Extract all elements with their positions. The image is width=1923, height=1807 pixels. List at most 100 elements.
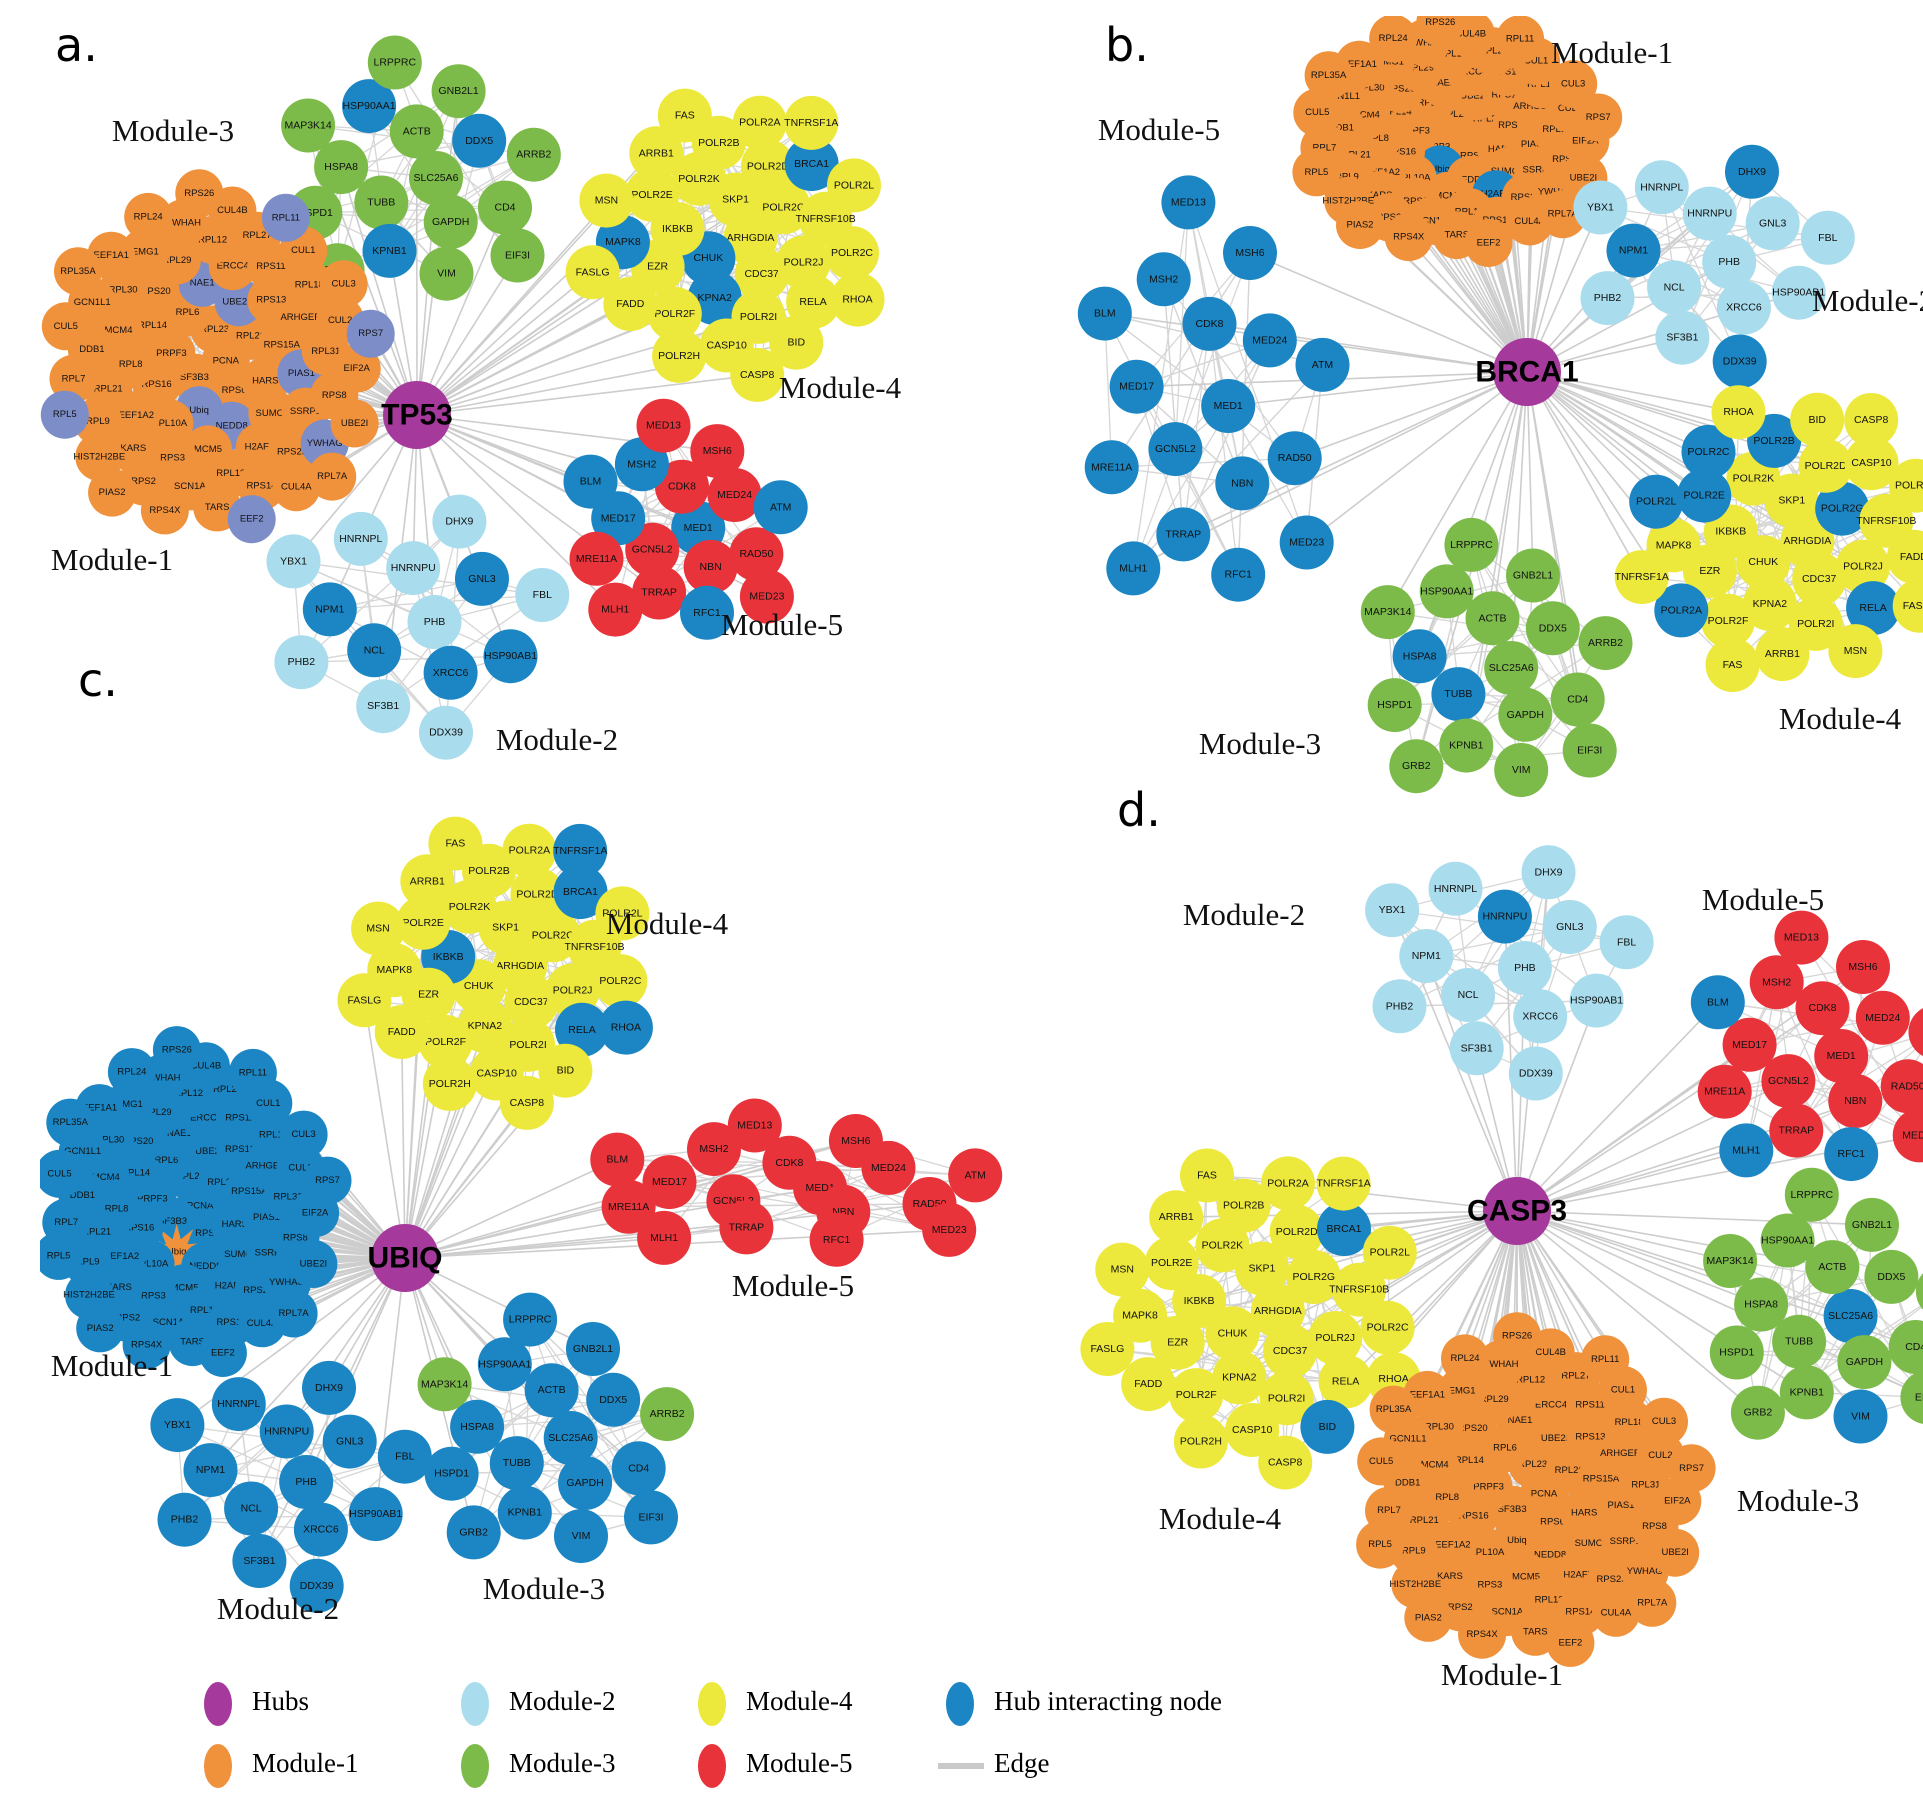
- node-label-RPL11: RPL11: [1591, 1354, 1619, 1365]
- node-label-POLR2I: POLR2I: [1268, 1392, 1305, 1404]
- node-label-ARRB2: ARRB2: [516, 149, 551, 161]
- node-label-POLR2L: POLR2L: [1636, 496, 1676, 508]
- node-label-POLR2F: POLR2F: [654, 308, 695, 320]
- node-label-POLR2C: POLR2C: [1367, 1322, 1409, 1334]
- node-label-GNB2L1: GNB2L1: [438, 85, 478, 97]
- node-label-RHOA: RHOA: [842, 294, 872, 306]
- node-label-RPS11: RPS11: [1575, 1400, 1604, 1411]
- legend-label-edge: Edge: [994, 1748, 1049, 1778]
- node-label-FAS: FAS: [675, 110, 695, 122]
- node-label-MSH6: MSH6: [1848, 961, 1877, 973]
- node-label-CUL3: CUL3: [291, 1129, 315, 1140]
- node-label-CUL5: CUL5: [1369, 1456, 1393, 1467]
- node-label-KPNA2: KPNA2: [468, 1020, 503, 1032]
- node-label-ARHGDIA: ARHGDIA: [1254, 1305, 1302, 1317]
- node-label-RFC1: RFC1: [1837, 1148, 1865, 1160]
- node-label-GCN5L2: GCN5L2: [632, 544, 673, 556]
- node-label-NPM1: NPM1: [315, 603, 344, 615]
- node-label-Ubiq: Ubiq: [189, 405, 209, 416]
- node-label-RPS7: RPS7: [1586, 112, 1611, 123]
- node-label-CDC37: CDC37: [1802, 573, 1837, 585]
- node-label-CASP8: CASP8: [510, 1097, 545, 1109]
- node-label-POLR2F: POLR2F: [1176, 1389, 1217, 1401]
- node-label-NBN: NBN: [1231, 477, 1253, 489]
- node-label-XRCC6: XRCC6: [1522, 1010, 1558, 1022]
- node-label-MSH2: MSH2: [627, 458, 656, 470]
- node-label-EIF3I: EIF3I: [505, 250, 530, 262]
- node-label-TRRAP: TRRAP: [1166, 528, 1202, 540]
- panel-a-module-3-label: Module-3: [112, 113, 234, 148]
- node-label-RPL8: RPL8: [1435, 1492, 1459, 1503]
- node-label-NAE1: NAE1: [1508, 1415, 1533, 1426]
- node-label-LRPPRC: LRPPRC: [509, 1314, 552, 1326]
- node-label-MRE11A: MRE11A: [1091, 461, 1132, 473]
- node-label-POLR2D: POLR2D: [747, 161, 789, 173]
- node-label-CDC37: CDC37: [744, 268, 779, 280]
- node-label-POLR2K: POLR2K: [678, 173, 719, 185]
- node-label-FAS: FAS: [1723, 659, 1743, 671]
- node-label-HSP90AB1: HSP90AB1: [349, 1508, 402, 1520]
- node-label-CUL4B: CUL4B: [217, 205, 248, 216]
- panel-c-module-2-label: Module-2: [217, 1591, 339, 1626]
- node-label-HNRNPU: HNRNPU: [264, 1426, 309, 1438]
- node-label-POLR2H: POLR2H: [658, 350, 700, 362]
- node-label-HNRNPU: HNRNPU: [1482, 911, 1527, 923]
- node-label-BID: BID: [1808, 414, 1826, 426]
- node-label-FASLG: FASLG: [576, 266, 610, 278]
- node-label-RPL11: RPL11: [1506, 34, 1534, 45]
- node-label-DDX39: DDX39: [1519, 1068, 1553, 1080]
- node-label-CASP10: CASP10: [707, 340, 747, 352]
- node-label-GRB2: GRB2: [1744, 1407, 1773, 1419]
- node-label-SLC25A6: SLC25A6: [548, 1432, 593, 1444]
- legend-label-module-5: Module-5: [746, 1748, 852, 1778]
- legend-label-module-2: Module-2: [509, 1686, 615, 1716]
- node-label-RPS8: RPS8: [1642, 1521, 1667, 1532]
- node-label-FADD: FADD: [1900, 551, 1923, 563]
- edge: [1164, 279, 1184, 534]
- node-label-FADD: FADD: [1134, 1378, 1162, 1390]
- panel-b-module-3-label: Module-3: [1199, 726, 1321, 761]
- node-label-MLH1: MLH1: [1119, 562, 1147, 574]
- legend-marker-module-3: [461, 1744, 489, 1788]
- node-label-SKP1: SKP1: [722, 194, 749, 206]
- node-label-TNFRSF1A: TNFRSF1A: [1316, 1178, 1370, 1190]
- node-label-NCL: NCL: [364, 644, 385, 656]
- node-label-RPL7: RPL7: [1377, 1505, 1401, 1516]
- node-label-BLM: BLM: [580, 476, 602, 488]
- node-label-EZR: EZR: [1699, 565, 1720, 577]
- node-label-HNRNPU: HNRNPU: [391, 562, 436, 574]
- node-label-RPL35A: RPL35A: [53, 1117, 89, 1128]
- node-label-POLR2G: POLR2G: [532, 929, 575, 941]
- node-label-XRCC6: XRCC6: [433, 667, 469, 679]
- node-label-RPL24: RPL24: [1379, 33, 1408, 44]
- node-label-RPS26: RPS26: [1425, 17, 1455, 28]
- node-label-MED23: MED23: [1902, 1129, 1923, 1141]
- node-label-PCNA: PCNA: [213, 356, 240, 367]
- node-label-LRPPRC: LRPPRC: [1450, 539, 1493, 551]
- node-label-MAPK8: MAPK8: [605, 236, 641, 248]
- node-label-RPL14: RPL14: [1455, 1455, 1484, 1466]
- hub-label-UBIQ: UBIQ: [368, 1242, 443, 1275]
- node-label-BRCA1: BRCA1: [1326, 1223, 1361, 1235]
- node-label-RPS11: RPS11: [256, 261, 285, 272]
- node-label-RFC1: RFC1: [1224, 569, 1252, 581]
- node-ATM[interactable]: [1909, 1005, 1923, 1059]
- node-label-EEF1A2: EEF1A2: [119, 410, 154, 421]
- node-label-POLR2A: POLR2A: [509, 845, 550, 857]
- node-label-PIAS2: PIAS2: [1347, 220, 1374, 231]
- panel-b-module-1-label: Module-1: [1551, 35, 1673, 70]
- node-label-HSPA8: HSPA8: [460, 1421, 494, 1433]
- node-label-YBX1: YBX1: [164, 1419, 191, 1431]
- node-label-CASP10: CASP10: [1232, 1424, 1272, 1436]
- node-label-CHUK: CHUK: [1748, 556, 1778, 568]
- hub-label-CASP3: CASP3: [1467, 1195, 1567, 1228]
- node-label-RPS8: RPS8: [322, 390, 347, 401]
- node-label-CUL4A: CUL4A: [1601, 1607, 1632, 1618]
- node-label-UBE2I: UBE2I: [300, 1259, 327, 1270]
- node-label-FASLG: FASLG: [1903, 600, 1923, 612]
- node-label-XRCC6: XRCC6: [1726, 302, 1762, 314]
- node-label-MED23: MED23: [749, 591, 784, 603]
- node-label-CDK8: CDK8: [1808, 1002, 1836, 1014]
- node-label-TUBB: TUBB: [1785, 1336, 1813, 1348]
- node-label-POLR2K: POLR2K: [449, 901, 490, 913]
